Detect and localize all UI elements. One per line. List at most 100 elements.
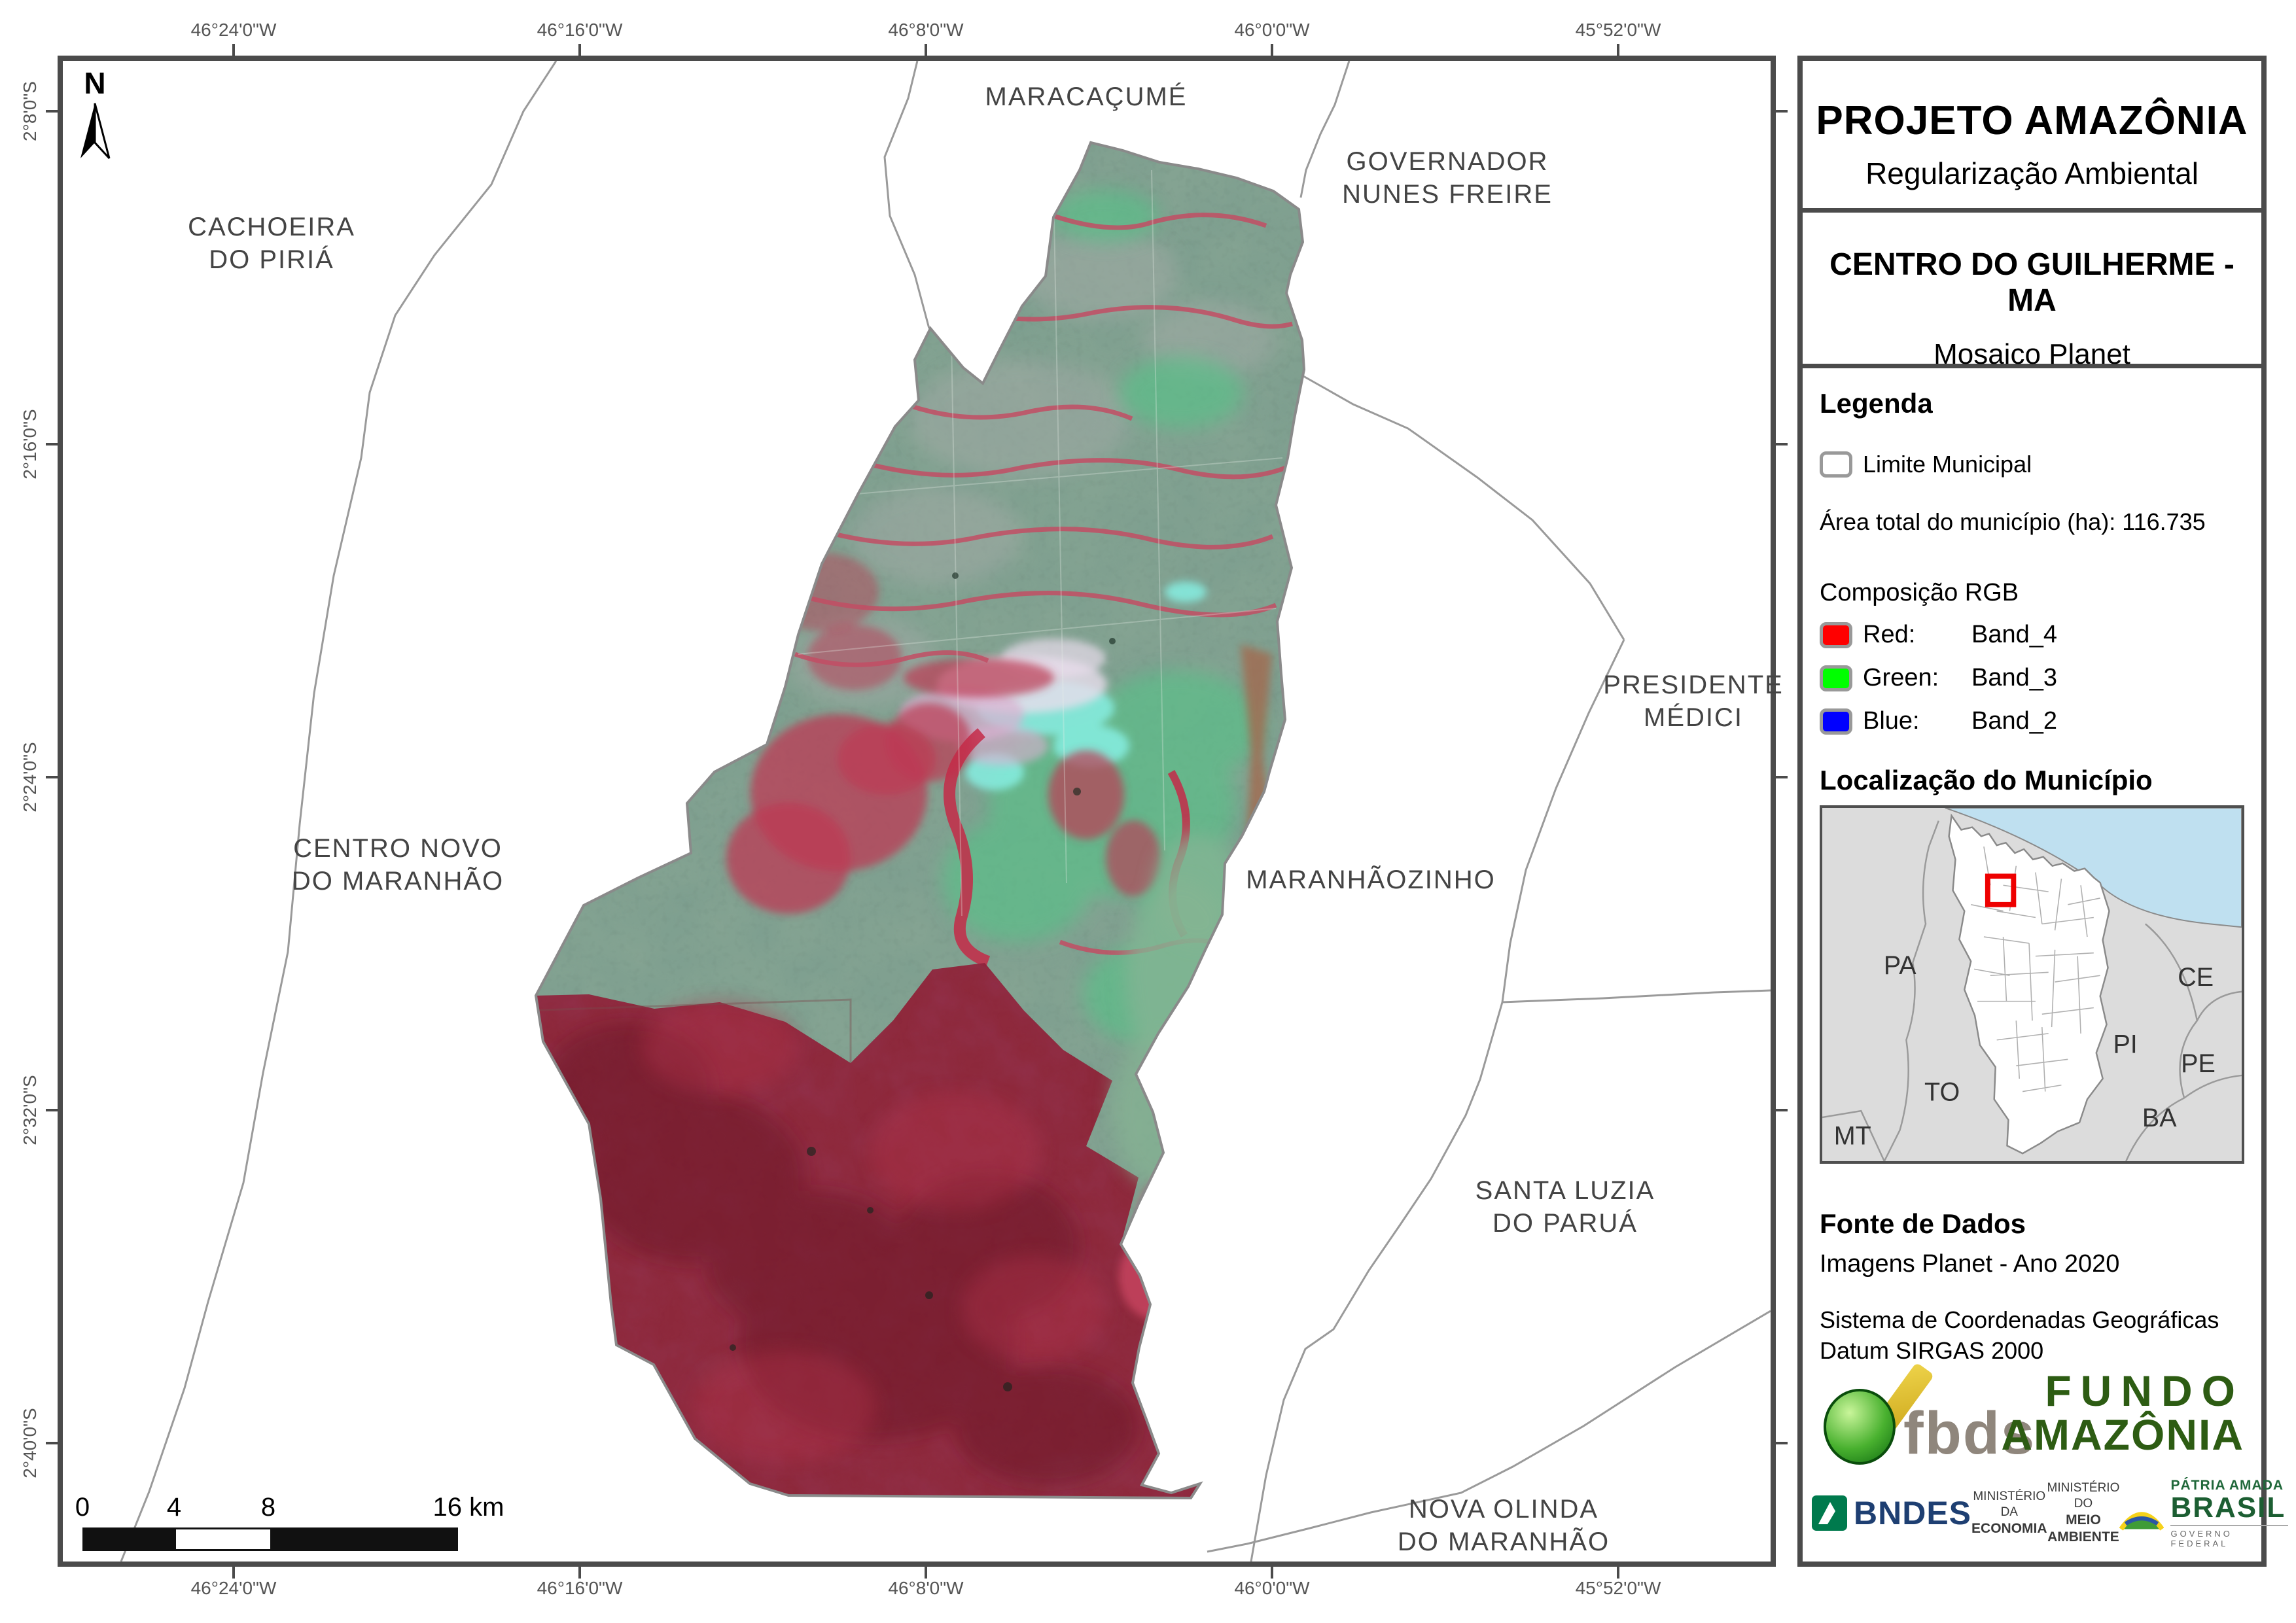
ministerio-economia-line2: ECONOMIA	[1971, 1520, 2047, 1536]
axis-tick	[46, 1109, 58, 1111]
axis-tick	[1776, 776, 1788, 778]
bndes-wordmark: BNDES	[1854, 1495, 1972, 1531]
red-band-label: Red:	[1863, 621, 1916, 648]
north-arrow: N	[74, 65, 116, 167]
governo-federal-logo: PÁTRIA AMADA BRASIL GOVERNO FEDERAL	[2119, 1478, 2289, 1548]
map-region-label: MARANHÃOZINHO	[1246, 865, 1496, 894]
locator-map: PA CE PI PE BA TO MT	[1820, 805, 2244, 1164]
axis-tick	[925, 1567, 927, 1579]
fundo-line1: FUNDO	[2045, 1367, 2244, 1415]
municipality-highlight-box	[1985, 873, 2017, 907]
location-heading: Localização do Município	[1820, 765, 2153, 795]
state-line-pa	[1883, 820, 1939, 1162]
locator-map-graphic: PA CE PI PE BA TO MT	[1822, 807, 2242, 1162]
fbds-logo: fbds	[1824, 1362, 2046, 1474]
ministerio-meio-ambiente-line1: MINISTÉRIO DO	[2047, 1481, 2120, 1510]
red-band-value: Band_4	[1971, 621, 2058, 648]
scale-tick-label: 16 km	[433, 1493, 504, 1522]
axis-tick	[232, 44, 235, 56]
municipality-raster	[536, 143, 1304, 1498]
brasil-flag-icon	[2119, 1512, 2164, 1531]
axis-label-lon-bottom: 46°24'0"W	[190, 1578, 277, 1598]
bndes-icon	[1812, 1495, 1847, 1531]
product-title: Mosaico Planet	[1934, 338, 2130, 370]
axis-label-lon-top: 46°0'0"W	[1234, 20, 1310, 40]
axis-label-lon-top: 46°24'0"W	[190, 20, 277, 40]
axis-label-lon-bottom: 46°16'0"W	[537, 1578, 623, 1598]
limite-swatch	[1820, 451, 1852, 478]
axis-label-lat-left: 2°16'0"S	[20, 409, 40, 480]
axis-label-lon-bottom: 46°0'0"W	[1234, 1578, 1310, 1598]
axis-label-lat-left: 2°24'0"S	[20, 742, 40, 812]
axis-tick	[925, 44, 927, 56]
axis-tick	[1776, 1109, 1788, 1111]
map-region-label: GOVERNADOR NUNES FREIRE	[1342, 147, 1553, 209]
area-total: Área total do município (ha): 116.735	[1820, 508, 2206, 535]
axis-tick	[1776, 110, 1788, 113]
rgb-heading: Composição RGB	[1820, 579, 2019, 606]
axis-label-lat-left: 2°8'0"S	[20, 81, 40, 141]
axis-label-lon-bottom: 45°52'0"W	[1575, 1578, 1661, 1598]
map-region-label: NOVA OLINDA DO MARANHÃO	[1397, 1495, 1610, 1556]
project-title: PROJETO AMAZÔNIA	[1816, 98, 2248, 143]
bndes-logo: BNDES	[1812, 1494, 1971, 1532]
axis-tick	[1776, 443, 1788, 445]
fonte-line2: Sistema de Coordenadas Geográficas Datum…	[1820, 1306, 2219, 1364]
axis-tick	[578, 1567, 581, 1579]
axis-tick	[232, 1567, 235, 1579]
fundo-line2: AMAZÔNIA	[2001, 1410, 2244, 1459]
logos-row-1: fbds FUNDO AMAZÔNIA	[1820, 1357, 2244, 1475]
fundo-amazonia-logo: FUNDO AMAZÔNIA	[2001, 1369, 2244, 1457]
fonte-heading: Fonte de Dados	[1820, 1208, 2026, 1239]
patria-line1: PÁTRIA AMADA	[2170, 1478, 2284, 1493]
ministerio-economia-line1: MINISTÉRIO DA	[1973, 1490, 2046, 1519]
axis-label-lon-bottom: 46°8'0"W	[888, 1578, 964, 1598]
scale-tick-label: 0	[75, 1493, 90, 1522]
map-region-label: PRESIDENTE MÉDICI	[1603, 671, 1784, 732]
map-region-label: MARACAÇUMÉ	[985, 82, 1188, 111]
municipality-title: CENTRO DO GUILHERME - MA	[1829, 247, 2234, 318]
axis-tick	[1617, 44, 1619, 56]
axis-tick	[46, 110, 58, 113]
axis-tick	[1271, 1567, 1273, 1579]
municipality-box: CENTRO DO GUILHERME - MA Mosaico Planet	[1803, 213, 2261, 370]
state-label-to: TO	[1924, 1077, 1960, 1106]
axis-label-lat-left: 2°32'0"S	[20, 1075, 40, 1145]
limite-label: Limite Municipal	[1863, 451, 2032, 478]
fonte-line1: Imagens Planet - Ano 2020	[1820, 1250, 2120, 1278]
map-region-label: CACHOEIRA DO PIRIÁ	[188, 213, 355, 274]
north-arrow-icon	[80, 103, 111, 160]
ministerio-economia-logo: MINISTÉRIO DA ECONOMIA	[1971, 1489, 2047, 1537]
green-band-label: Green:	[1863, 664, 1939, 691]
project-subtitle: Regularização Ambiental	[1865, 156, 2199, 190]
axis-label-lon-top: 46°8'0"W	[888, 20, 964, 40]
municipal-mesh	[1971, 846, 2100, 1092]
state-label-pe: PE	[2181, 1049, 2216, 1078]
axis-label-lat-left: 2°40'0"S	[20, 1408, 40, 1478]
axis-tick	[46, 776, 58, 778]
fbds-globe-icon	[1824, 1389, 1896, 1465]
axis-tick	[46, 443, 58, 445]
legend-box: Legenda Limite Municipal Área total do m…	[1803, 368, 2289, 1554]
state-lines	[1822, 923, 2242, 1162]
north-label: N	[84, 66, 106, 100]
map-region-label: CENTRO NOVO DO MARANHÃO	[291, 834, 504, 896]
axis-label-lon-top: 46°16'0"W	[537, 20, 623, 40]
title-box: PROJETO AMAZÔNIA Regularização Ambiental	[1803, 61, 2261, 213]
layout-panel: PROJETO AMAZÔNIA Regularização Ambiental…	[1797, 56, 2289, 1567]
satellite-map	[120, 61, 1771, 1562]
blue-band-value: Band_2	[1971, 707, 2058, 735]
state-label-pi: PI	[2113, 1030, 2137, 1058]
state-label-mt: MT	[1834, 1121, 1871, 1150]
blue-band-label: Blue:	[1863, 707, 1920, 735]
red-band-swatch	[1820, 621, 1852, 648]
legend-heading: Legenda	[1820, 388, 1933, 419]
neighbor-boundaries	[120, 61, 1771, 1562]
blue-band-swatch	[1820, 708, 1852, 735]
map-region-label: SANTA LUZIA DO PARUÁ	[1475, 1176, 1655, 1238]
axis-tick	[1776, 1442, 1788, 1444]
patria-line2: BRASIL	[2170, 1492, 2286, 1524]
axis-tick	[578, 44, 581, 56]
ministerio-meio-ambiente-line2: MEIO AMBIENTE	[2047, 1512, 2119, 1544]
